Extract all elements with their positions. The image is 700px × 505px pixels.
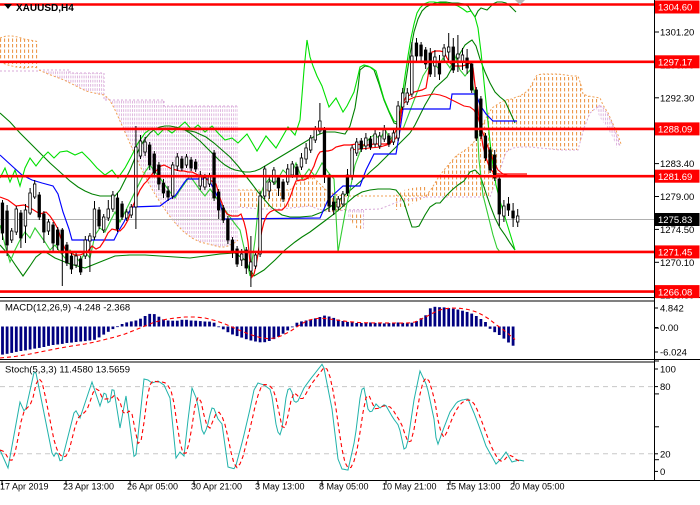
svg-text:0: 0 xyxy=(660,467,665,478)
svg-text:20: 20 xyxy=(660,449,671,460)
svg-text:30 Apr 21:00: 30 Apr 21:00 xyxy=(191,482,242,492)
svg-text:8 May 05:00: 8 May 05:00 xyxy=(319,482,369,492)
svg-text:4.842: 4.842 xyxy=(660,304,684,315)
svg-text:1271.45: 1271.45 xyxy=(658,248,692,259)
svg-text:1304.60: 1304.60 xyxy=(658,3,692,14)
svg-text:1281.69: 1281.69 xyxy=(658,172,692,183)
svg-text:15 May 13:00: 15 May 13:00 xyxy=(446,482,501,492)
svg-text:10 May 21:00: 10 May 21:00 xyxy=(382,482,437,492)
svg-text:1270.10: 1270.10 xyxy=(660,258,694,269)
svg-text:1274.50: 1274.50 xyxy=(660,225,694,236)
svg-text:1288.09: 1288.09 xyxy=(658,125,692,136)
svg-text:3 May 13:00: 3 May 13:00 xyxy=(255,482,305,492)
svg-text:1292.30: 1292.30 xyxy=(660,93,694,104)
svg-text:Stoch(5,3,3) 11.4580 13.5659: Stoch(5,3,3) 11.4580 13.5659 xyxy=(5,365,130,376)
svg-text:20 May 05:00: 20 May 05:00 xyxy=(510,482,565,492)
svg-text:1297.17: 1297.17 xyxy=(658,58,692,69)
svg-text:17 Apr 2019: 17 Apr 2019 xyxy=(0,482,49,492)
svg-text:1301.20: 1301.20 xyxy=(660,28,694,39)
svg-text:100: 100 xyxy=(660,365,676,376)
svg-text:26 Apr 05:00: 26 Apr 05:00 xyxy=(127,482,178,492)
svg-text:XAUUSD,H4: XAUUSD,H4 xyxy=(16,3,74,14)
svg-text:1275.83: 1275.83 xyxy=(658,215,692,226)
svg-text:1283.40: 1283.40 xyxy=(660,159,694,170)
svg-text:80: 80 xyxy=(660,382,671,393)
svg-text:MACD(12,26,9) -4.248 -2.368: MACD(12,26,9) -4.248 -2.368 xyxy=(5,303,130,314)
svg-text:-6.024: -6.024 xyxy=(660,348,687,359)
svg-text:1266.08: 1266.08 xyxy=(658,287,692,298)
svg-text:1279.00: 1279.00 xyxy=(660,192,694,203)
svg-text:23 Apr 13:00: 23 Apr 13:00 xyxy=(63,482,114,492)
svg-text:0.00: 0.00 xyxy=(660,323,679,334)
